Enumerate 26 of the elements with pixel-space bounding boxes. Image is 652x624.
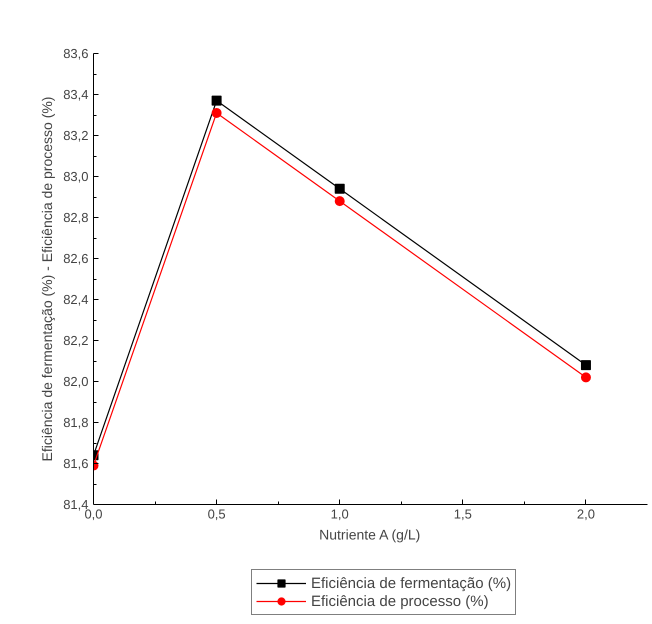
- y-tick-label: 81,6: [63, 456, 89, 471]
- y-tick-label: 83,0: [63, 169, 89, 184]
- point: [212, 108, 222, 118]
- x-tick-label: 2,0: [576, 506, 595, 522]
- y-tick-label: 83,6: [63, 46, 89, 61]
- y-tick-label: 82,6: [63, 251, 89, 266]
- y-tick-label: 83,2: [63, 128, 89, 143]
- x-tick-label: 0,5: [208, 506, 226, 522]
- point: [580, 372, 591, 382]
- x-tick-label: 1,0: [330, 506, 349, 522]
- point: [334, 196, 345, 206]
- y-tick-label: 83,4: [63, 87, 89, 102]
- y-tick-label: 82,2: [63, 333, 89, 348]
- point: [212, 96, 222, 106]
- y-axis-title: Eficiência de fermentação (%) - Eficiência de processo (%): [39, 96, 56, 462]
- legend-label: Eficiência de fermentação (%): [311, 574, 512, 592]
- y-tick-label: 81,4: [63, 497, 89, 512]
- x-axis-title: Nutriente A (g/L): [319, 526, 420, 542]
- y-tick-label: 81,8: [63, 415, 89, 430]
- point: [334, 184, 345, 194]
- y-tick-label: 82,8: [63, 210, 89, 225]
- point: [580, 360, 591, 370]
- y-tick-label: 82,4: [63, 292, 89, 307]
- y-tick-label: 82,0: [63, 374, 89, 389]
- x-tick-label: 1,5: [454, 506, 472, 522]
- legend-label: Eficiência de processo (%): [311, 592, 489, 610]
